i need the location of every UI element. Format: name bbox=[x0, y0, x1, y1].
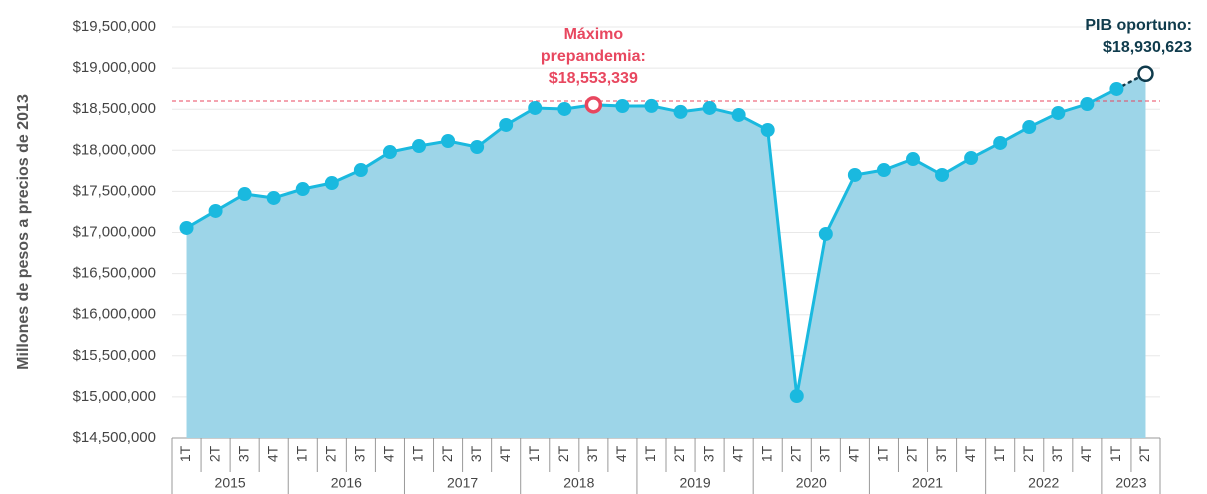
annotation: prepandemia: bbox=[541, 48, 646, 65]
x-tick-label: 2T bbox=[206, 445, 222, 462]
x-tick-label: 2T bbox=[1020, 445, 1036, 462]
year-label: 2015 bbox=[215, 475, 246, 491]
year-label: 2017 bbox=[447, 475, 478, 491]
x-tick-label: 2T bbox=[439, 445, 455, 462]
marker bbox=[760, 122, 775, 137]
y-axis-title: Millones de pesos a precios de 2013 bbox=[15, 94, 32, 370]
marker bbox=[237, 187, 252, 202]
y-tick-label: $17,000,000 bbox=[73, 223, 156, 240]
marker bbox=[353, 163, 368, 178]
y-tick-label: $19,000,000 bbox=[73, 59, 156, 76]
y-tick-label: $18,500,000 bbox=[73, 100, 156, 117]
x-tick-label: 3T bbox=[352, 445, 368, 462]
marker bbox=[1051, 105, 1066, 120]
y-tick-label: $16,500,000 bbox=[73, 265, 156, 282]
marker bbox=[208, 203, 223, 218]
x-tick-label: 3T bbox=[817, 445, 833, 462]
year-label: 2021 bbox=[912, 475, 943, 491]
annotation-value: $18,930,623 bbox=[1103, 39, 1192, 56]
marker bbox=[499, 117, 514, 132]
marker bbox=[818, 226, 833, 241]
marker bbox=[702, 100, 717, 115]
marker bbox=[731, 107, 746, 122]
year-label: 2019 bbox=[679, 475, 710, 491]
marker bbox=[528, 100, 543, 115]
x-tick-label: 1T bbox=[642, 445, 658, 462]
x-tick-label: 2T bbox=[671, 445, 687, 462]
x-tick-label: 1T bbox=[293, 445, 309, 462]
year-label: 2016 bbox=[331, 475, 362, 491]
marker bbox=[615, 98, 630, 113]
x-tick-label: 3T bbox=[933, 445, 949, 462]
marker bbox=[906, 152, 920, 167]
annotation: PIB oportuno: bbox=[1085, 17, 1192, 34]
y-tick-label: $16,000,000 bbox=[73, 306, 156, 323]
marker bbox=[470, 140, 485, 155]
marker bbox=[644, 98, 659, 113]
x-tick-label: 1T bbox=[991, 445, 1007, 462]
x-tick-label: 1T bbox=[177, 445, 193, 462]
y-tick-label: $17,500,000 bbox=[73, 182, 156, 199]
marker bbox=[1080, 97, 1095, 112]
year-label: 2018 bbox=[563, 475, 594, 491]
x-tick-label: 4T bbox=[497, 445, 513, 462]
marker bbox=[789, 388, 804, 403]
x-tick-label: 4T bbox=[846, 445, 862, 462]
marker bbox=[1109, 81, 1124, 96]
marker bbox=[179, 220, 194, 235]
x-tick-label: 1T bbox=[1107, 445, 1123, 462]
marker bbox=[673, 104, 688, 119]
max-marker bbox=[584, 96, 603, 114]
x-tick-label: 4T bbox=[1078, 445, 1094, 462]
x-tick-label: 1T bbox=[410, 445, 426, 462]
x-tick-label: 1T bbox=[875, 445, 891, 462]
year-label: 2023 bbox=[1115, 475, 1146, 491]
x-tick-label: 1T bbox=[526, 445, 542, 462]
x-tick-label: 2T bbox=[787, 445, 803, 462]
x-tick-label: 3T bbox=[584, 445, 600, 462]
estimate-marker bbox=[1137, 65, 1154, 83]
marker bbox=[935, 167, 950, 182]
marker bbox=[964, 151, 979, 166]
x-tick-label: 4T bbox=[381, 445, 397, 462]
x-tick-label: 4T bbox=[264, 445, 280, 462]
x-tick-label: 3T bbox=[1049, 445, 1065, 462]
marker bbox=[412, 139, 426, 154]
y-tick-label: $15,500,000 bbox=[73, 347, 156, 364]
annotation-value: $18,553,339 bbox=[549, 70, 638, 87]
x-tick-label: 2T bbox=[555, 445, 571, 462]
area bbox=[186, 73, 1146, 438]
x-tick-label: 3T bbox=[235, 445, 251, 462]
marker bbox=[295, 182, 310, 197]
year-label: 2022 bbox=[1028, 475, 1059, 491]
y-tick-label: $18,000,000 bbox=[73, 141, 156, 158]
x-tick-label: 3T bbox=[700, 445, 716, 462]
marker bbox=[441, 134, 456, 149]
x-tick-label: 1T bbox=[758, 445, 774, 462]
year-label: 2020 bbox=[796, 475, 827, 491]
y-tick-label: $19,500,000 bbox=[73, 18, 156, 35]
x-tick-label: 4T bbox=[962, 445, 978, 462]
y-tick-label: $15,000,000 bbox=[73, 388, 156, 405]
x-tick-label: 4T bbox=[613, 445, 629, 462]
x-tick-label: 2T bbox=[323, 445, 339, 462]
marker bbox=[382, 145, 397, 160]
x-tick-label: 4T bbox=[729, 445, 745, 462]
x-tick-label: 2T bbox=[1136, 445, 1152, 462]
marker bbox=[847, 167, 862, 182]
marker bbox=[1022, 120, 1037, 135]
marker bbox=[266, 190, 281, 205]
marker bbox=[993, 135, 1008, 150]
x-tick-label: 3T bbox=[468, 445, 484, 462]
y-tick-label: $14,500,000 bbox=[73, 429, 156, 446]
marker bbox=[876, 163, 891, 178]
x-tick-label: 2T bbox=[904, 445, 920, 462]
marker bbox=[324, 176, 339, 191]
marker bbox=[557, 101, 572, 116]
annotation: Máximo bbox=[564, 26, 624, 43]
